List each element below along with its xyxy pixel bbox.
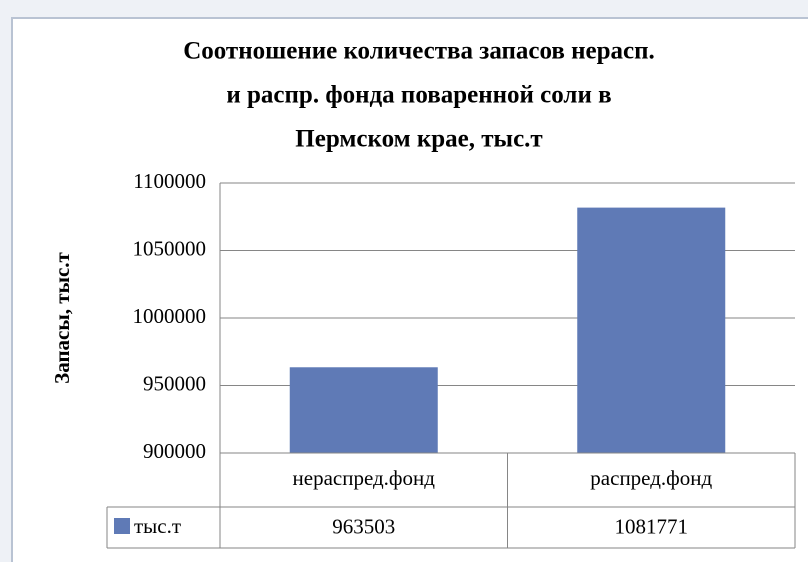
- table-value: 963503: [332, 514, 395, 538]
- y-tick-label: 1100000: [133, 169, 206, 193]
- y-tick-label: 1000000: [133, 304, 207, 328]
- y-tick-label: 1050000: [133, 236, 207, 260]
- x-tick-label: нераспред.фонд: [293, 466, 436, 490]
- y-tick-label: 900000: [143, 439, 206, 463]
- chart-title-line: Пермском крае, тыс.т: [295, 126, 542, 153]
- chart-title: Соотношение количества запасов нерасп. и …: [183, 38, 655, 153]
- bar: [577, 207, 726, 453]
- x-tick-label: распред.фонд: [590, 466, 712, 490]
- chart-title-line: Соотношение количества запасов нерасп.: [183, 38, 655, 65]
- bar: [289, 367, 438, 453]
- legend-swatch: [114, 518, 130, 534]
- table-value: 1081771: [615, 514, 689, 538]
- chart-title-line: и распр. фонда поваренной соли в: [226, 82, 611, 109]
- y-tick-label: 950000: [143, 371, 206, 395]
- y-axis-title: Запасы, тыс.т: [50, 251, 74, 383]
- legend-label: тыс.т: [134, 514, 181, 538]
